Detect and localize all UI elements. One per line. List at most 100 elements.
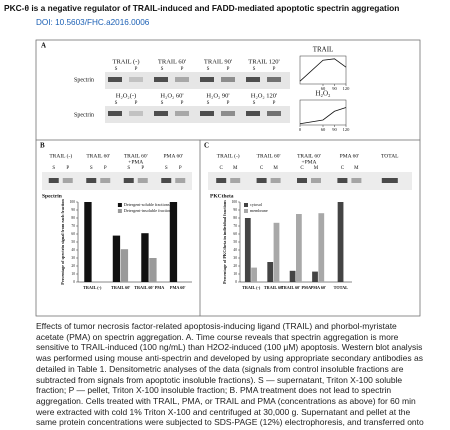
inset-title: TRAIL (313, 46, 334, 54)
band (129, 77, 143, 82)
blot (42, 172, 192, 190)
x-tick-label: PMA 60' (311, 285, 327, 290)
fraction-label: P (141, 166, 144, 171)
x-tick-label: TOTAL (334, 285, 348, 290)
fraction-label: S (165, 166, 168, 171)
column-header: +PMA (128, 159, 143, 165)
blot-label: PKCtheta (210, 193, 234, 199)
legend-label: membrane (250, 208, 268, 213)
y-tick-label: 60 (71, 232, 75, 236)
band (86, 178, 97, 183)
bar (149, 258, 157, 282)
blot (208, 172, 412, 190)
band (351, 178, 362, 183)
band (108, 111, 122, 116)
fraction-label: C (341, 166, 345, 171)
figure: A TRAIL (-) S P TRAIL 60' S P TRAIL 90' S P TRAIL … (35, 39, 421, 317)
fraction-label: S (115, 101, 118, 106)
band (246, 77, 260, 82)
legend-swatch (244, 209, 248, 213)
y-tick-label: 50 (233, 240, 237, 244)
fraction-label: S (253, 67, 256, 72)
bar (120, 249, 129, 282)
band (246, 111, 260, 116)
y-tick-label: 30 (71, 256, 75, 260)
column-header: +PMA (301, 159, 316, 165)
blot-label: Spectrin (42, 193, 62, 199)
bar (296, 214, 302, 282)
x-tick-label: 0 (299, 127, 302, 132)
fraction-label: C (260, 166, 264, 171)
fraction-label: P (135, 67, 138, 72)
bar (169, 202, 178, 282)
fraction-label: C (300, 166, 304, 171)
blot-label: Spectrin (74, 77, 94, 83)
x-tick-label: 60 (321, 86, 326, 91)
fraction-label: M (273, 166, 278, 171)
band (161, 178, 172, 183)
doi-link[interactable]: DOI: 10.5603/FHC.a2016.0006 (36, 18, 150, 27)
x-tick-label: 120 (343, 86, 351, 91)
column-header: H₂O₂ 120' (251, 92, 277, 99)
column-header: PMA 60' (340, 153, 359, 159)
fraction-label: P (227, 101, 230, 106)
column-header: TRAIL 60' (158, 58, 186, 65)
band (297, 178, 307, 183)
column-header: TOTAL (381, 153, 399, 159)
bar (267, 262, 274, 282)
band (154, 111, 168, 116)
y-tick-label: 60 (233, 232, 237, 236)
band (62, 178, 73, 183)
bar (337, 202, 344, 282)
caption: Effects of tumor necrosis factor-related… (36, 321, 424, 430)
band (267, 111, 281, 116)
band (381, 178, 398, 183)
title: PKC-θ is a negative regulator of TRAIL-i… (4, 3, 400, 13)
y-tick-label: 0 (235, 280, 237, 284)
band (108, 77, 122, 82)
fraction-label: P (181, 67, 184, 72)
y-tick-label: 0 (73, 280, 75, 284)
bar (289, 270, 296, 282)
band (137, 178, 148, 183)
band (216, 178, 227, 183)
column-header: TRAIL 60' (124, 153, 148, 159)
legend-swatch (117, 203, 122, 207)
x-tick-label: TRAIL (-) (83, 285, 102, 290)
band (230, 178, 241, 183)
column-header: TRAIL 60' (86, 153, 110, 159)
bar (251, 267, 257, 282)
band (311, 178, 321, 183)
bar (273, 222, 280, 282)
x-tick-label: TRAIL 60' (264, 285, 283, 290)
column-header: H₂O₂(-) (116, 92, 136, 99)
blot (105, 72, 290, 89)
fraction-label: P (181, 101, 184, 106)
label: B (40, 142, 45, 150)
band (270, 178, 281, 183)
x-tick-label: 60 (321, 127, 326, 132)
fraction-label: P (66, 166, 69, 171)
blot (105, 106, 290, 123)
band (267, 77, 281, 82)
fraction-label: P (273, 101, 276, 106)
column-header: TRAIL 60' (297, 153, 321, 159)
legend-label: Detergent-soluble fractions (124, 202, 170, 207)
column-header: TRAIL 120' (248, 58, 279, 65)
x-tick-label: TRAIL (-) (242, 285, 261, 290)
bar (318, 213, 325, 282)
y-tick-label: 90 (233, 208, 237, 212)
bar (141, 233, 149, 282)
fraction-label: S (161, 101, 164, 106)
fraction-label: S (52, 166, 55, 171)
fraction-label: M (354, 166, 359, 171)
y-axis-label: Percentage of PKCtheta in individual fra… (222, 200, 227, 284)
legend-swatch (117, 209, 122, 213)
x-tick-label: 90 (332, 86, 337, 91)
band (221, 77, 235, 82)
fraction-label: P (179, 166, 182, 171)
bar (244, 218, 251, 282)
fraction-label: S (161, 67, 164, 72)
fraction-label: S (127, 166, 130, 171)
